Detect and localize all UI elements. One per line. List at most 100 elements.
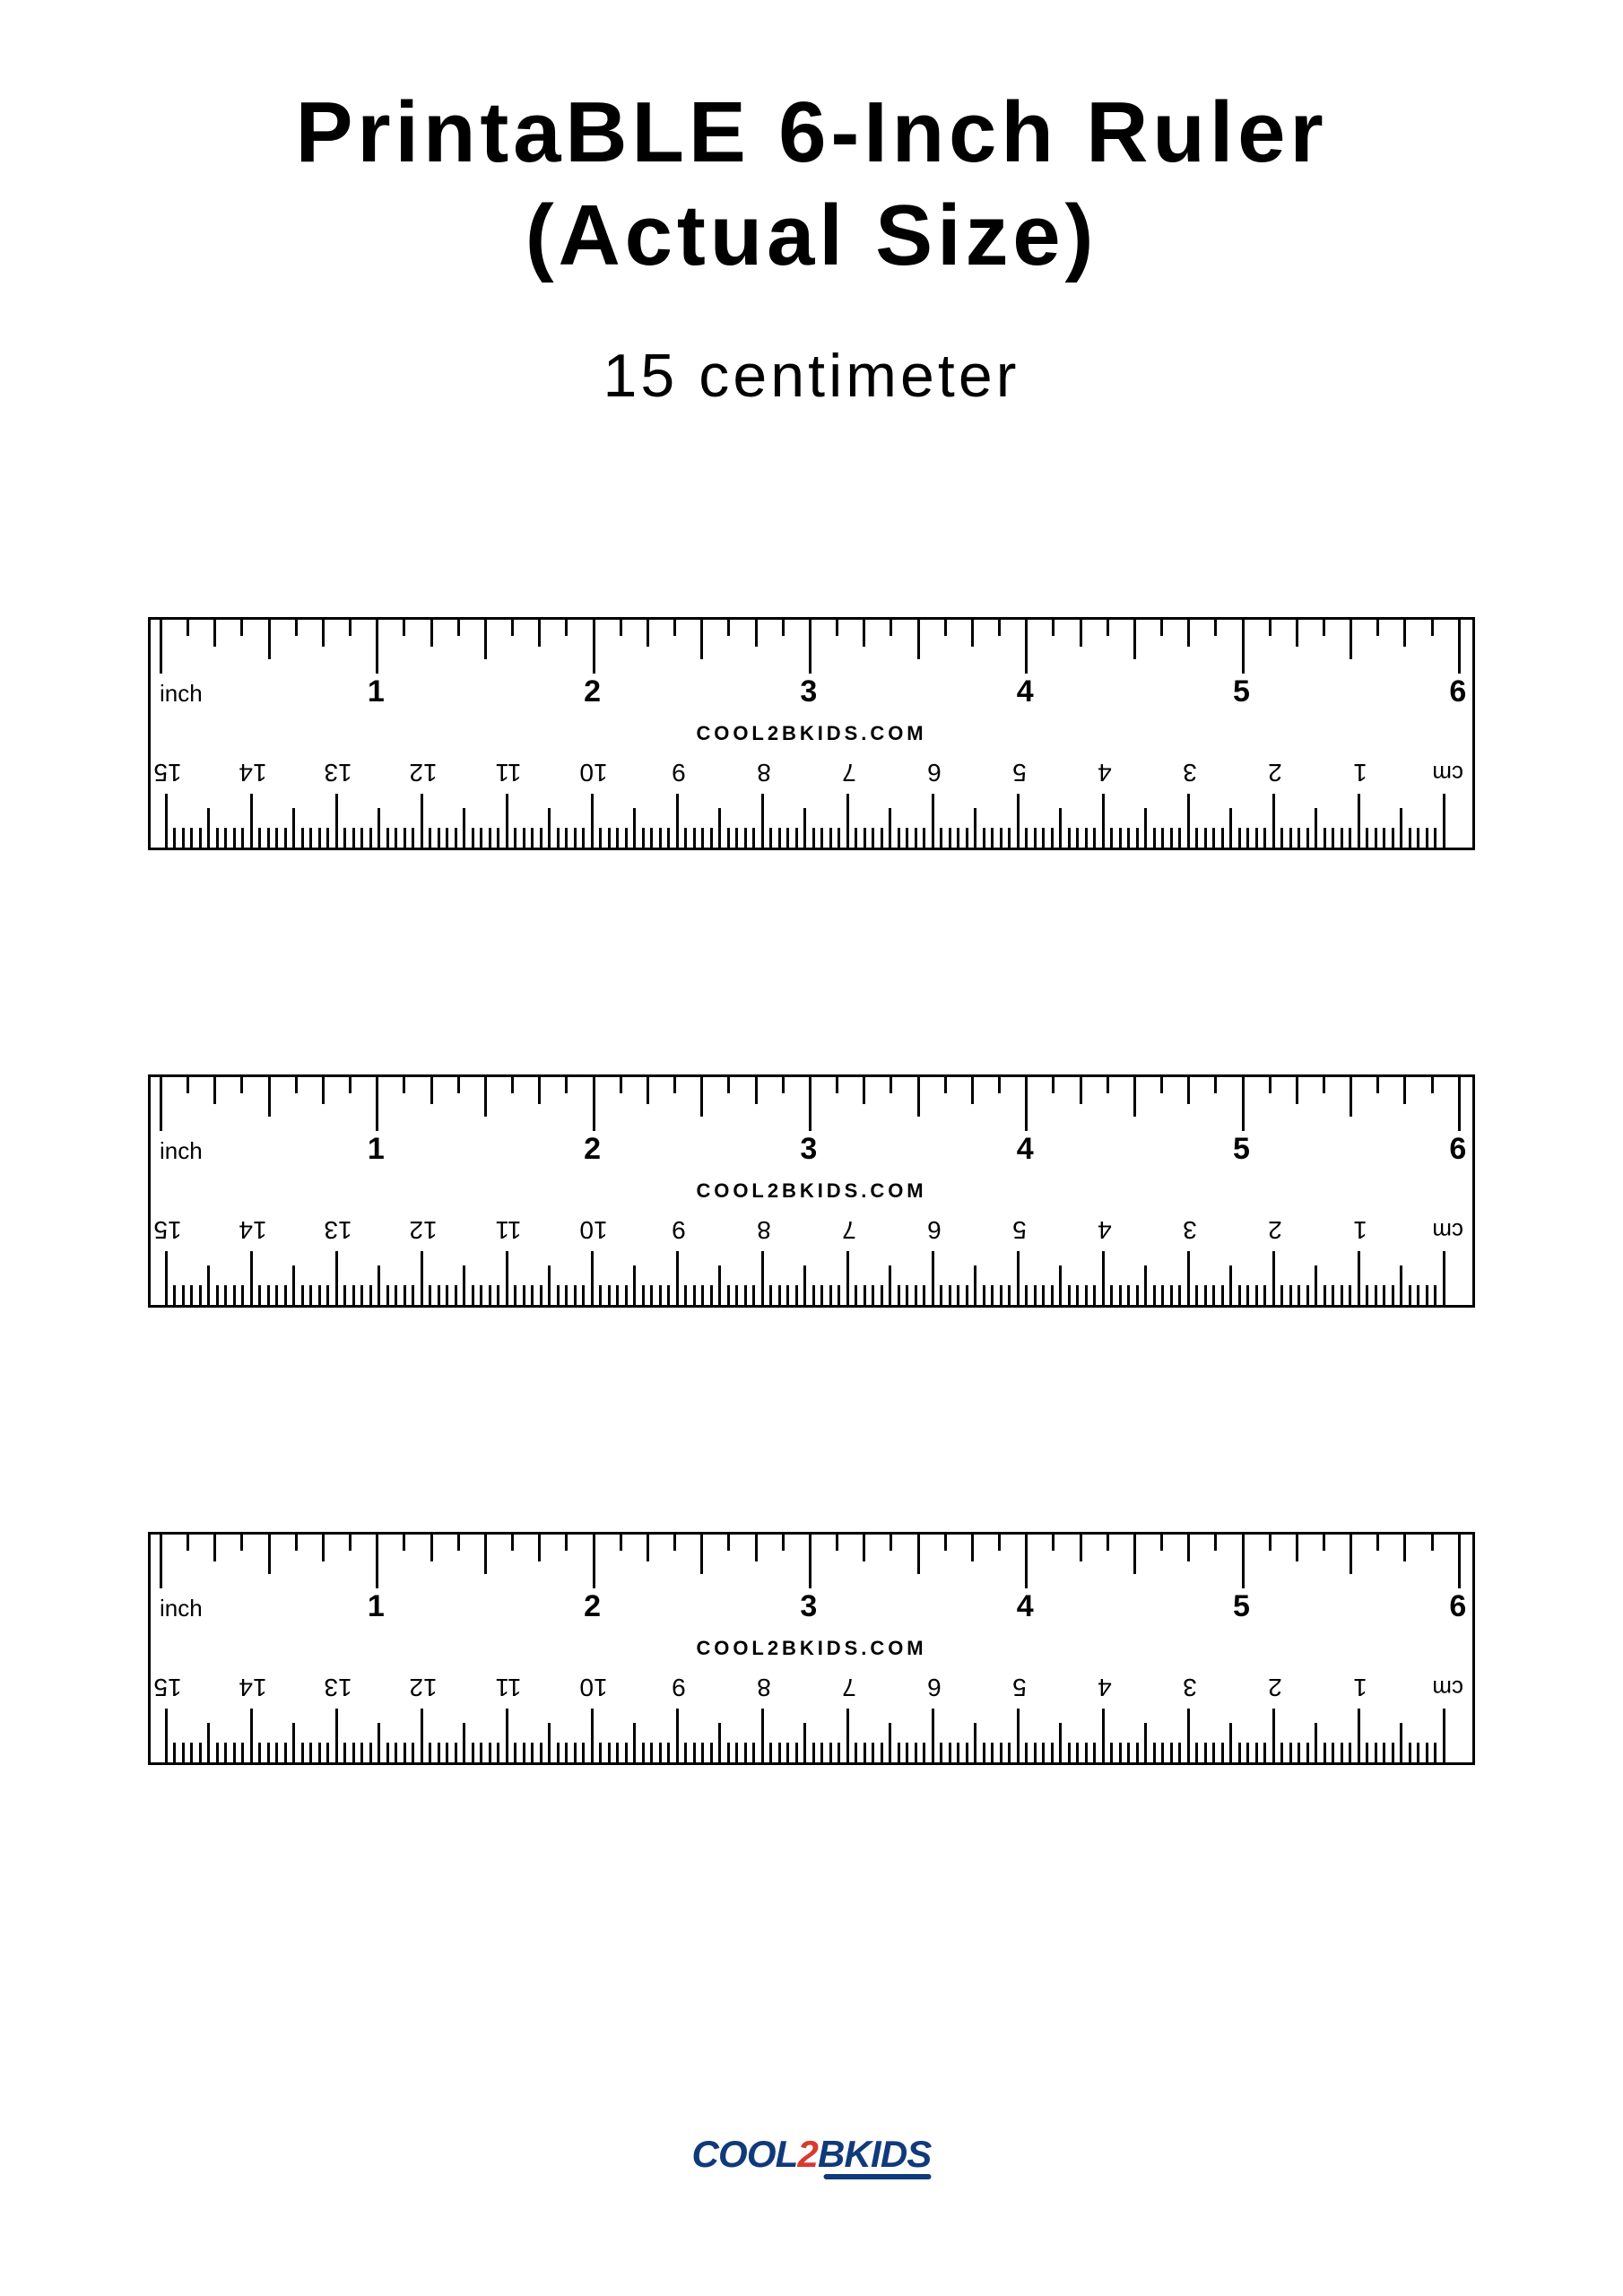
cm-number: 8 (757, 1215, 771, 1244)
inch-unit-label: inch (160, 1137, 203, 1165)
cm-tick (890, 1265, 892, 1305)
cm-tick (165, 1709, 168, 1762)
cm-tick (182, 828, 185, 848)
cm-tick (489, 1743, 491, 1762)
cm-tick (378, 1265, 381, 1305)
cm-tick (1136, 1743, 1139, 1762)
inch-tick (727, 620, 730, 636)
cm-tick (447, 828, 449, 848)
cm-tick (992, 828, 994, 848)
inch-tick (484, 620, 487, 659)
cm-tick (736, 828, 739, 848)
cm-tick (532, 828, 534, 848)
cm-tick (216, 1743, 219, 1762)
inch-tick (538, 1077, 541, 1104)
cm-tick (1247, 828, 1250, 848)
cm-tick (1043, 1285, 1046, 1305)
cm-tick (966, 1743, 968, 1762)
cm-tick (199, 1743, 202, 1762)
cm-tick (1085, 1743, 1088, 1762)
cm-unit-label: cm (1432, 760, 1463, 787)
inch-tick (1187, 1535, 1190, 1561)
inch-tick (565, 1535, 568, 1551)
cm-tick (804, 1265, 807, 1305)
cm-tick (1289, 1743, 1292, 1762)
cm-tick (1196, 1285, 1199, 1305)
inch-tick (1458, 1077, 1461, 1131)
cm-number: 11 (495, 758, 521, 787)
cm-tick (267, 1285, 270, 1305)
cm-tick (557, 828, 560, 848)
cm-tick (1094, 828, 1097, 848)
cm-tick (301, 828, 304, 848)
cm-tick (1298, 1743, 1301, 1762)
inch-tick (511, 1535, 514, 1551)
cm-tick (233, 1743, 236, 1762)
cm-tick (668, 1743, 671, 1762)
inch-tick (240, 620, 243, 636)
cm-number: 13 (324, 758, 352, 787)
cm-tick (1324, 828, 1326, 848)
cm-tick (438, 1285, 440, 1305)
cm-tick (787, 1285, 790, 1305)
inch-tick (755, 620, 758, 647)
cm-tick (685, 828, 688, 848)
cm-tick (890, 1723, 892, 1762)
cm-tick (404, 828, 406, 848)
cm-tick (523, 1285, 525, 1305)
inch-tick (917, 1535, 920, 1574)
cm-tick (1418, 828, 1420, 848)
inch-tick (1431, 620, 1434, 636)
cm-tick (736, 1285, 739, 1305)
cm-tick (676, 794, 679, 848)
cm-number: 9 (672, 1673, 686, 1701)
cm-tick (753, 828, 756, 848)
inch-tick (403, 1077, 405, 1093)
cm-tick (1272, 1251, 1275, 1305)
inch-tick (457, 620, 460, 636)
page-title: PrintaBLE 6-Inch Ruler (Actual Size) (0, 0, 1623, 287)
cm-tick (438, 1743, 440, 1762)
inch-number: 5 (1233, 1589, 1250, 1624)
rulers-container: inch123456COOL2BKIDS.COMcm12345678910111… (0, 617, 1623, 1765)
cm-tick (838, 1285, 841, 1305)
cm-tick (924, 1743, 926, 1762)
inch-number: 3 (800, 1589, 817, 1624)
cm-tick (642, 1743, 645, 1762)
cm-tick (225, 828, 228, 848)
inch-tick (187, 1535, 189, 1551)
inch-tick (1080, 1077, 1082, 1104)
cm-tick (310, 1285, 313, 1305)
cm-tick (608, 1743, 611, 1762)
cm-tick (778, 1285, 781, 1305)
inch-tick (782, 1077, 785, 1093)
inch-number: 3 (800, 674, 817, 709)
cm-tick (941, 1743, 943, 1762)
logo-two: 2 (797, 2133, 818, 2175)
inch-tick (1242, 1535, 1245, 1588)
inch-tick (944, 1077, 947, 1093)
cm-tick (753, 1285, 756, 1305)
cm-tick (566, 1285, 568, 1305)
cm-tick (727, 828, 730, 848)
cm-tick (855, 1743, 858, 1762)
inch-tick (295, 1535, 298, 1551)
cm-tick (812, 1743, 815, 1762)
cm-number: 7 (842, 1673, 856, 1701)
cm-number: 9 (672, 758, 686, 787)
inch-tick (863, 620, 865, 647)
cm-tick (1119, 1743, 1122, 1762)
cm-tick (804, 808, 807, 848)
cm-tick (1102, 1251, 1105, 1305)
cm-tick (1367, 828, 1369, 848)
cm-tick (932, 1709, 934, 1762)
inch-tick (1376, 620, 1379, 636)
inch-tick (268, 1535, 271, 1574)
inch-tick (349, 1077, 352, 1093)
inch-tick (1296, 1077, 1298, 1104)
cm-tick (1170, 1743, 1173, 1762)
cm-tick (838, 828, 841, 848)
cm-tick (693, 1743, 696, 1762)
inch-tick (809, 1535, 812, 1588)
cm-tick (1401, 1265, 1403, 1305)
